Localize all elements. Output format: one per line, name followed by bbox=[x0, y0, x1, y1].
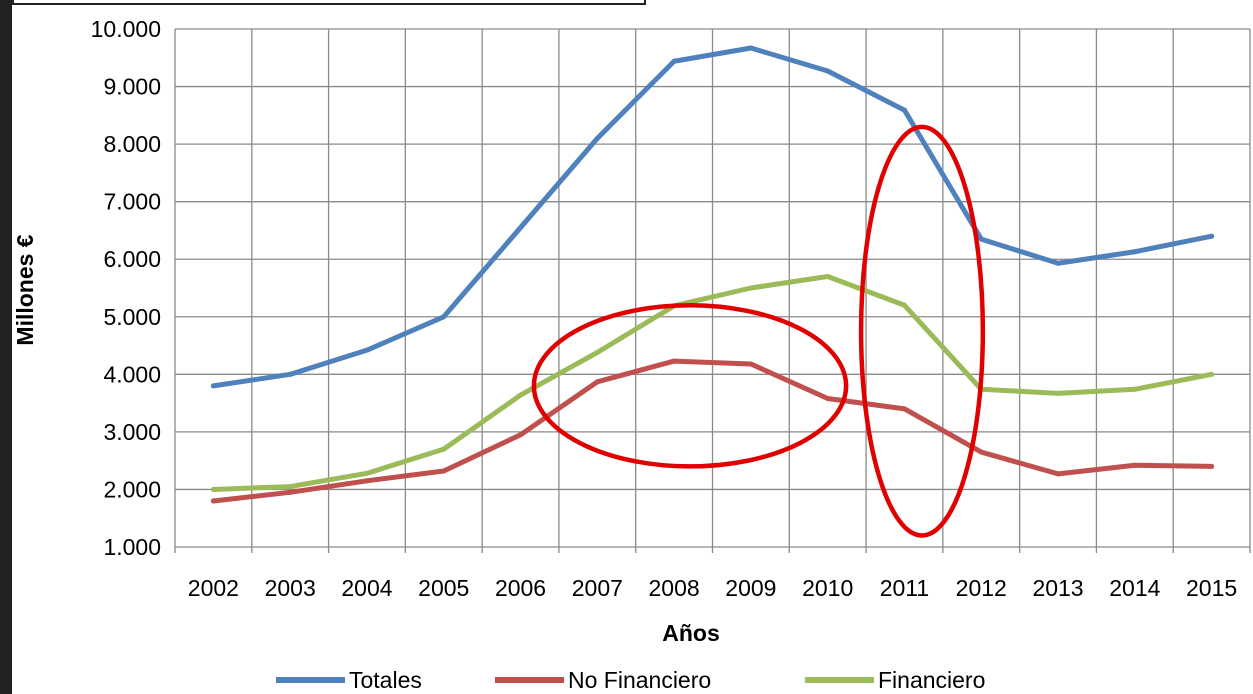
data-point bbox=[1132, 249, 1138, 255]
data-point bbox=[1055, 471, 1061, 477]
x-tick-label: 2012 bbox=[956, 575, 1007, 601]
data-point bbox=[287, 371, 293, 377]
window-frame-left bbox=[0, 0, 12, 694]
y-tick-label: 10.000 bbox=[91, 16, 161, 42]
series-line-financiero bbox=[210, 273, 1215, 492]
y-tick-label: 5.000 bbox=[103, 304, 161, 330]
y-tick-label: 2.000 bbox=[103, 476, 161, 502]
data-point bbox=[671, 358, 677, 364]
data-point bbox=[1209, 463, 1215, 469]
data-point bbox=[1055, 260, 1061, 266]
x-axis-title: Años bbox=[662, 620, 720, 646]
data-point bbox=[901, 406, 907, 412]
data-point bbox=[210, 383, 216, 389]
data-point bbox=[1055, 390, 1061, 396]
legend-label-no-financiero: No Financiero bbox=[568, 667, 711, 693]
data-point bbox=[441, 446, 447, 452]
x-tick-label: 2005 bbox=[418, 575, 469, 601]
data-point bbox=[594, 135, 600, 141]
y-tick-label: 1.000 bbox=[103, 534, 161, 560]
data-point bbox=[287, 484, 293, 490]
data-point bbox=[287, 489, 293, 495]
data-point bbox=[671, 58, 677, 64]
x-tick-label: 2013 bbox=[1032, 575, 1083, 601]
data-point bbox=[825, 396, 831, 402]
y-axis-ticks: 1.000 2.000 3.000 4.000 5.000 6.000 7.000 8.000… bbox=[91, 16, 161, 560]
data-point bbox=[518, 392, 524, 398]
window-frame-top bbox=[12, 0, 646, 5]
data-point bbox=[594, 379, 600, 385]
data-point bbox=[1209, 233, 1215, 239]
data-point bbox=[364, 470, 370, 476]
legend: Totales No Financiero Financiero bbox=[276, 667, 985, 693]
x-tick-label: 2008 bbox=[649, 575, 700, 601]
data-point bbox=[748, 285, 754, 291]
data-point bbox=[518, 225, 524, 231]
series-line-totales bbox=[210, 45, 1215, 389]
x-axis-ticks: 2002 2003 2004 2005 2006 2007 2008 2009 2010 2011… bbox=[188, 575, 1237, 601]
annotation-ellipse bbox=[858, 124, 986, 538]
data-point bbox=[1209, 371, 1215, 377]
x-tick-label: 2011 bbox=[880, 575, 929, 601]
x-tick-label: 2004 bbox=[341, 575, 392, 601]
data-point bbox=[441, 314, 447, 320]
data-point bbox=[364, 347, 370, 353]
y-tick-label: 7.000 bbox=[103, 189, 161, 215]
data-point bbox=[594, 349, 600, 355]
data-point bbox=[825, 68, 831, 74]
data-point bbox=[210, 486, 216, 492]
y-tick-label: 6.000 bbox=[103, 246, 161, 272]
data-point bbox=[901, 107, 907, 113]
y-axis-title: Millones € bbox=[12, 234, 38, 345]
data-point bbox=[441, 468, 447, 474]
data-point bbox=[978, 236, 984, 242]
y-tick-label: 9.000 bbox=[103, 74, 161, 100]
x-tick-label: 2007 bbox=[572, 575, 623, 601]
y-tick-label: 8.000 bbox=[103, 131, 161, 157]
annotation-ellipse bbox=[531, 303, 849, 469]
data-point bbox=[978, 449, 984, 455]
data-point bbox=[748, 45, 754, 51]
data-point bbox=[364, 478, 370, 484]
annotations bbox=[531, 124, 986, 538]
x-tick-label: 2003 bbox=[265, 575, 316, 601]
data-point bbox=[518, 432, 524, 438]
data-point bbox=[748, 361, 754, 367]
gridlines bbox=[174, 28, 1251, 553]
x-tick-label: 2002 bbox=[188, 575, 239, 601]
y-tick-label: 3.000 bbox=[103, 419, 161, 445]
data-point bbox=[1132, 386, 1138, 392]
series-lines bbox=[210, 45, 1215, 504]
data-point bbox=[210, 498, 216, 504]
data-point bbox=[1132, 462, 1138, 468]
legend-label-totales: Totales bbox=[349, 667, 422, 693]
x-tick-label: 2006 bbox=[495, 575, 546, 601]
legend-label-financiero: Financiero bbox=[878, 667, 985, 693]
x-tick-label: 2010 bbox=[802, 575, 853, 601]
y-tick-label: 4.000 bbox=[103, 361, 161, 387]
series-line-no-financiero bbox=[210, 358, 1215, 504]
x-tick-label: 2009 bbox=[725, 575, 776, 601]
data-point bbox=[825, 273, 831, 279]
x-tick-label: 2015 bbox=[1186, 575, 1237, 601]
data-point bbox=[901, 302, 907, 308]
x-tick-label: 2014 bbox=[1109, 575, 1160, 601]
